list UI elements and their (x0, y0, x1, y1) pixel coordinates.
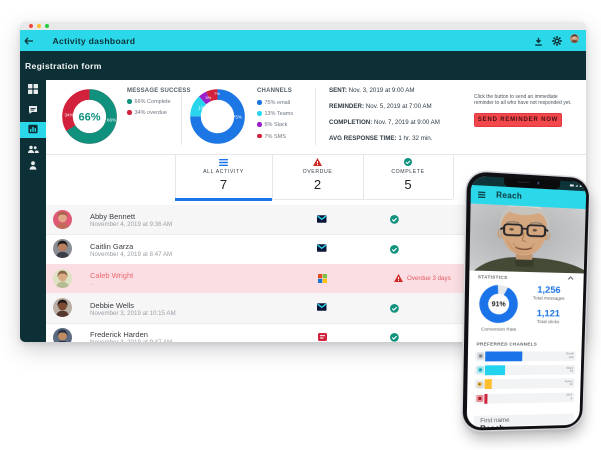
svg-text:13%: 13% (198, 106, 207, 111)
svg-text:7%: 7% (214, 91, 220, 96)
svg-text:91%: 91% (492, 301, 506, 309)
svg-text:66%: 66% (78, 111, 100, 123)
svg-text:66%: 66% (107, 117, 116, 122)
svg-text:5%: 5% (206, 95, 212, 100)
svg-text:75%: 75% (233, 115, 242, 120)
svg-text:34%: 34% (65, 112, 74, 117)
